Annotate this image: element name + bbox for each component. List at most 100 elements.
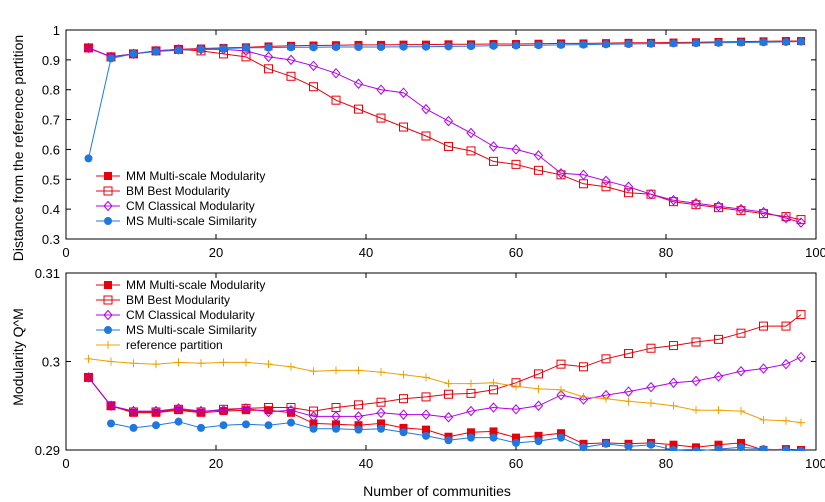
data-point: [107, 419, 115, 428]
data-point: [174, 417, 183, 426]
data-point: [534, 437, 543, 446]
data-point: [758, 363, 769, 374]
data-point: [377, 368, 385, 377]
data-point: [646, 188, 656, 200]
data-point: [309, 419, 318, 428]
data-point: [354, 425, 363, 434]
data-point: [556, 170, 566, 180]
data-point: [489, 427, 498, 436]
data-point: [692, 406, 700, 415]
data-point: [669, 446, 678, 451]
series-line: [88, 356, 802, 418]
top-y-axis-label: Distance from the reference partition: [10, 35, 26, 261]
data-point: [287, 408, 295, 417]
data-point: [796, 351, 806, 363]
data-point: [399, 423, 408, 432]
data-point: [781, 212, 791, 224]
data-point: [601, 354, 611, 364]
data-point: [466, 405, 476, 417]
data-point: [467, 433, 475, 442]
data-point: [331, 95, 341, 105]
data-point: [646, 381, 656, 393]
data-point: [331, 68, 341, 79]
y-tick-label: 0.9: [42, 53, 60, 68]
data-point: [422, 431, 430, 440]
data-point: [241, 52, 251, 62]
data-point: [781, 321, 791, 331]
data-point: [489, 156, 498, 166]
data-point: [128, 405, 139, 417]
data-point: [647, 440, 655, 449]
data-point: [624, 442, 633, 451]
data-point: [737, 443, 745, 451]
data-point: [173, 403, 184, 414]
data-point: [242, 420, 250, 429]
data-point: [174, 406, 183, 415]
data-point: [398, 409, 409, 420]
data-point: [444, 436, 453, 445]
data-point: [669, 401, 678, 410]
legend-label: BM Best Modularity: [126, 184, 230, 198]
series-ms-multi-scale-similarity: [84, 37, 805, 163]
data-point: [669, 341, 678, 351]
data-point: [197, 408, 205, 417]
data-point: [264, 406, 273, 415]
data-point: [759, 321, 768, 331]
data-point: [377, 419, 385, 428]
data-point: [579, 443, 588, 451]
data-point: [309, 406, 318, 416]
data-point: [737, 38, 745, 47]
series-line: [88, 41, 802, 159]
data-point: [444, 379, 453, 388]
data-point: [601, 182, 611, 192]
data-point: [264, 421, 273, 430]
data-point: [782, 446, 790, 451]
data-point: [512, 438, 520, 447]
y-tick-label: 0.3: [42, 232, 60, 247]
y-tick-label: 0.5: [42, 172, 60, 187]
data-point: [736, 203, 746, 215]
data-point: [466, 127, 476, 139]
legend-label: BM Best Modularity: [126, 293, 230, 307]
data-point: [623, 386, 634, 397]
data-point: [797, 446, 805, 451]
legend-marker: [104, 326, 112, 334]
data-point: [444, 389, 453, 399]
data-point: [443, 412, 454, 423]
data-point: [422, 425, 430, 434]
x-tick-label: 0: [62, 245, 69, 260]
data-point: [668, 377, 679, 388]
data-point: [264, 360, 273, 369]
data-point: [797, 418, 805, 427]
data-point: [737, 407, 745, 416]
data-point: [106, 400, 116, 412]
data-point: [421, 131, 431, 141]
data-point: [534, 369, 543, 379]
data-point: [129, 408, 138, 417]
x-tick-label: 60: [509, 245, 523, 260]
data-point: [84, 354, 93, 363]
y-tick-label: 0.6: [42, 142, 60, 157]
data-point: [332, 420, 340, 429]
data-point: [534, 41, 543, 50]
data-point: [264, 43, 273, 52]
data-point: [129, 423, 138, 432]
data-point: [647, 399, 655, 408]
x-tick-label: 80: [659, 245, 673, 260]
data-point: [512, 41, 520, 50]
data-point: [287, 43, 295, 52]
bottom-chart: Modularity Q^M Number of communities 0 20…: [10, 266, 825, 499]
data-point: [444, 42, 453, 51]
data-point: [83, 372, 94, 383]
legend-label: CM Classical Modularity: [126, 199, 255, 213]
data-point: [466, 388, 476, 398]
data-point: [354, 366, 363, 375]
data-point: [759, 415, 768, 424]
data-point: [692, 446, 700, 451]
data-point: [736, 365, 746, 377]
data-point: [332, 424, 340, 433]
data-point: [796, 217, 806, 228]
data-point: [196, 405, 206, 417]
